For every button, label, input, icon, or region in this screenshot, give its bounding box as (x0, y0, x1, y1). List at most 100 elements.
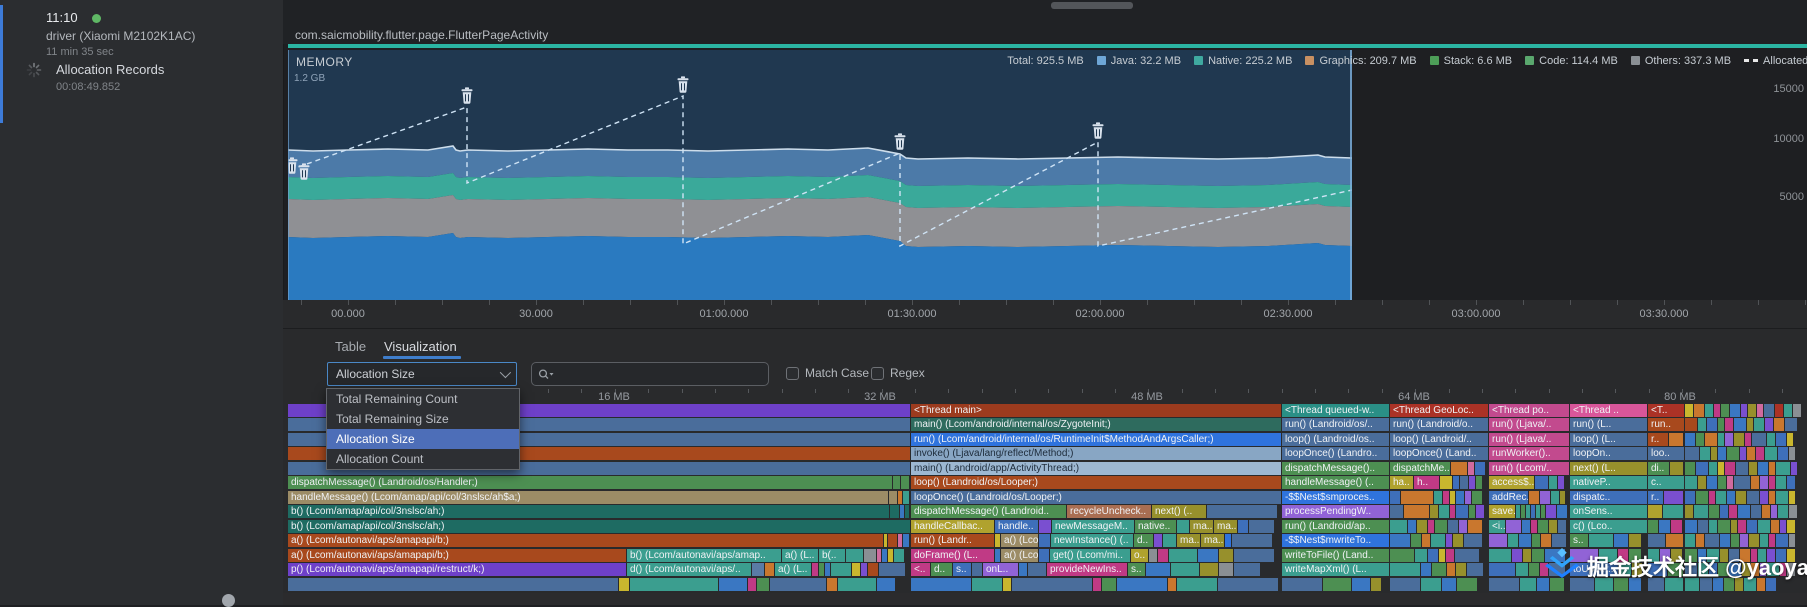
flame-segment[interactable]: run() (Landroid/o.. (1390, 418, 1488, 431)
flame-segment[interactable]: dispatchMe.. (1390, 462, 1450, 475)
flame-segment-unlabeled[interactable] (1489, 549, 1511, 562)
flame-segment-unlabeled[interactable] (1718, 418, 1724, 431)
flame-segment-unlabeled[interactable] (1390, 578, 1420, 591)
flame-segment-unlabeled[interactable] (1709, 491, 1715, 504)
flame-segment[interactable]: run() (Landroid/ap.. (1282, 520, 1389, 533)
flame-segment-unlabeled[interactable] (1549, 476, 1557, 489)
flame-segment[interactable]: dispatchMessage() (Landroid.. (911, 505, 1066, 518)
flame-segment-unlabeled[interactable] (1749, 462, 1757, 475)
flame-segment-unlabeled[interactable] (1469, 476, 1475, 489)
flame-segment-unlabeled[interactable] (1648, 520, 1658, 533)
flame-segment-unlabeled[interactable] (1570, 549, 1598, 562)
flame-segment-unlabeled[interactable] (1249, 520, 1274, 533)
flame-segment-unlabeled[interactable] (1019, 563, 1027, 576)
flame-segment-unlabeled[interactable] (1747, 447, 1755, 460)
flame-segment[interactable]: a() (L.. (782, 549, 818, 562)
flame-segment[interactable]: a() (Lcom/autonavi/aps/amapapi/b;) (288, 534, 883, 547)
flame-segment[interactable]: newMessageM.. (1052, 520, 1134, 533)
flame-segment-unlabeled[interactable] (1468, 520, 1482, 533)
flame-segment-unlabeled[interactable] (770, 578, 826, 591)
flame-segment-unlabeled[interactable] (1729, 549, 1739, 562)
flame-segment-unlabeled[interactable] (1735, 578, 1743, 591)
flame-segment-unlabeled[interactable] (1758, 462, 1768, 475)
flame-segment[interactable]: dispatc.. (1570, 491, 1647, 504)
flame-segment[interactable]: dispatchMessage() (Landroid/os/Handler;) (288, 476, 892, 489)
flame-segment-unlabeled[interactable] (1439, 549, 1445, 562)
flame-segment-unlabeled[interactable] (1718, 462, 1724, 475)
flame-segment-unlabeled[interactable] (1460, 476, 1468, 489)
flame-segment[interactable]: ma.. (1177, 534, 1200, 547)
flame-segment-unlabeled[interactable] (1529, 491, 1539, 504)
flame-segment-unlabeled[interactable] (1117, 578, 1167, 591)
flame-segment-unlabeled[interactable] (1685, 433, 1695, 446)
flame-segment-unlabeled[interactable] (1736, 462, 1748, 475)
flame-segment-unlabeled[interactable] (1696, 491, 1708, 504)
flame-segment-unlabeled[interactable] (911, 578, 971, 591)
flame-segment[interactable]: -$$Nest$mwriteTo.. (1282, 534, 1389, 547)
flame-segment-unlabeled[interactable] (1771, 505, 1777, 518)
flame-segment-unlabeled[interactable] (1685, 447, 1699, 460)
flame-segment-unlabeled[interactable] (1536, 505, 1540, 518)
flame-segment-unlabeled[interactable] (1512, 549, 1522, 562)
flame-segment-unlabeled[interactable] (1762, 505, 1770, 518)
flame-segment-unlabeled[interactable] (903, 534, 909, 547)
flame-segment[interactable]: ha.. (1390, 476, 1413, 489)
search-field[interactable] (531, 362, 769, 386)
flame-segment-unlabeled[interactable] (1742, 563, 1750, 576)
flame-segment-unlabeled[interactable] (1685, 404, 1693, 417)
flame-segment-unlabeled[interactable] (1756, 447, 1764, 460)
flame-segment-unlabeled[interactable] (1664, 491, 1683, 504)
flame-segment-unlabeled[interactable] (1093, 578, 1101, 591)
flame-segment-unlabeled[interactable] (889, 491, 897, 504)
flame-segment-unlabeled[interactable] (1390, 563, 1420, 576)
flame-segment[interactable]: writeMapXml() (L.. (1282, 563, 1389, 576)
flame-segment-unlabeled[interactable] (1632, 563, 1642, 576)
flame-segment-unlabeled[interactable] (1685, 534, 1695, 547)
flame-segment-unlabeled[interactable] (1475, 462, 1485, 475)
flame-segment-unlabeled[interactable] (1012, 578, 1092, 591)
flame-segment-unlabeled[interactable] (1207, 505, 1277, 518)
flame-segment-unlabeled[interactable] (1774, 418, 1784, 431)
tab-visualization[interactable]: Visualization (384, 339, 457, 354)
flame-segment-unlabeled[interactable] (1520, 578, 1536, 591)
flame-segment-unlabeled[interactable] (1760, 563, 1766, 576)
dropdown-option[interactable]: Total Remaining Count (336, 392, 458, 406)
flame-segment[interactable]: c.. (1648, 476, 1684, 489)
flame-segment-unlabeled[interactable] (1149, 549, 1157, 562)
flame-segment-unlabeled[interactable] (1550, 578, 1564, 591)
flame-segment[interactable]: native.. (1135, 520, 1176, 533)
flame-segment[interactable]: a() (Lco.. (1001, 534, 1038, 547)
flame-segment-unlabeled[interactable] (1740, 549, 1750, 562)
flame-segment-unlabeled[interactable] (1784, 404, 1792, 417)
flame-segment-unlabeled[interactable] (1769, 476, 1775, 489)
flame-segment[interactable]: s.. (953, 563, 971, 576)
dropdown-option[interactable]: Allocation Count (336, 452, 424, 466)
flame-segment[interactable]: doFrame() (L.. (911, 549, 994, 562)
flame-segment-unlabeled[interactable] (1731, 534, 1739, 547)
flame-segment-unlabeled[interactable] (1629, 578, 1641, 591)
flame-segment-unlabeled[interactable] (619, 578, 629, 591)
flame-segment-unlabeled[interactable] (1727, 476, 1733, 489)
flame-segment-unlabeled[interactable] (1521, 505, 1525, 518)
flame-segment-unlabeled[interactable] (1619, 563, 1631, 576)
flame-segment[interactable]: b(.. (819, 549, 845, 562)
flame-segment-unlabeled[interactable] (288, 578, 618, 591)
flame-segment-unlabeled[interactable] (1415, 549, 1427, 562)
flame-segment-unlabeled[interactable] (1659, 520, 1670, 533)
flame-segment-unlabeled[interactable] (1443, 491, 1449, 504)
flame-segment-unlabeled[interactable] (905, 505, 909, 518)
flame-segment-unlabeled[interactable] (748, 578, 756, 591)
flame-segment-unlabeled[interactable] (1551, 491, 1559, 504)
flame-segment-unlabeled[interactable] (1456, 491, 1464, 504)
flame-segment-unlabeled[interactable] (1734, 476, 1750, 489)
flame-segment-unlabeled[interactable] (630, 578, 718, 591)
flame-segment-unlabeled[interactable] (1789, 534, 1795, 547)
flame-segment-unlabeled[interactable] (995, 549, 1000, 562)
flame-segment-unlabeled[interactable] (1465, 491, 1471, 504)
flame-segment-unlabeled[interactable] (1749, 534, 1759, 547)
flame-segment-unlabeled[interactable] (1522, 520, 1530, 533)
flame-segment[interactable]: run() (Landr.. (911, 534, 994, 547)
flame-segment-unlabeled[interactable] (1158, 549, 1168, 562)
flame-segment[interactable]: -$$Nest$smproces.. (1282, 491, 1389, 504)
flame-segment-unlabeled[interactable] (1780, 563, 1786, 576)
